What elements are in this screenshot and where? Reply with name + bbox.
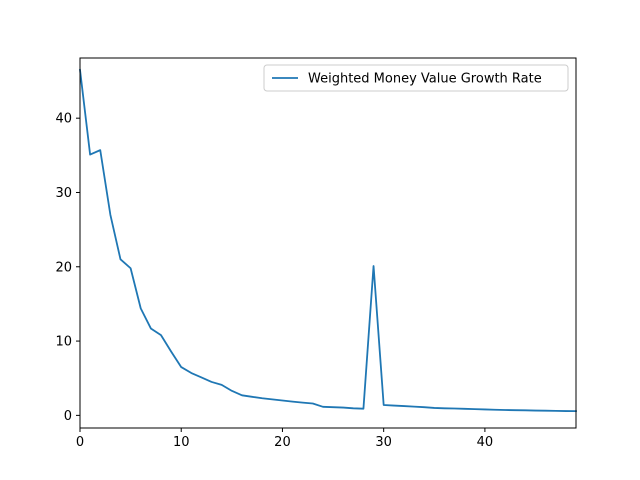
x-tick-label: 10 — [173, 435, 190, 450]
legend: Weighted Money Value Growth Rate — [263, 64, 569, 92]
axes-layer: 0 10 20 30 40 0 10 20 30 40 — [55, 57, 577, 450]
series-layer — [78, 68, 577, 413]
x-tick-label: 20 — [274, 435, 291, 450]
legend-box — [263, 64, 569, 92]
y-tick-label: 10 — [55, 335, 72, 350]
series-line-0 — [78, 68, 577, 413]
legend-label: Weighted Money Value Growth Rate — [308, 72, 542, 87]
x-tick-label: 0 — [76, 435, 84, 450]
x-tick-label: 30 — [375, 435, 392, 450]
axes-frame — [79, 57, 577, 429]
plot-area — [80, 58, 576, 428]
x-tick-label: 40 — [477, 435, 494, 450]
y-tick-label: 30 — [55, 186, 72, 201]
y-tick-label: 0 — [64, 409, 72, 424]
y-tick-label: 20 — [55, 260, 72, 275]
y-tick-label: 40 — [55, 112, 72, 127]
